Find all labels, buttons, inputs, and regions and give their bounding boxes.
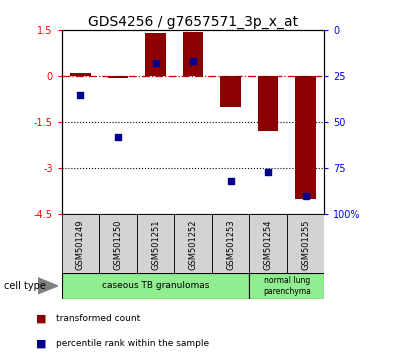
- Bar: [62, 214, 99, 274]
- Text: cell type: cell type: [4, 281, 46, 291]
- Bar: [174, 214, 212, 274]
- Bar: [220, 76, 241, 107]
- Text: transformed count: transformed count: [56, 314, 140, 323]
- Text: GSM501249: GSM501249: [76, 219, 85, 269]
- Bar: [107, 76, 128, 78]
- Text: ■: ■: [36, 338, 46, 348]
- Bar: [137, 214, 174, 274]
- Bar: [258, 76, 279, 131]
- Point: [265, 169, 271, 175]
- Text: percentile rank within the sample: percentile rank within the sample: [56, 339, 209, 348]
- Bar: [145, 33, 166, 76]
- Text: GSM501253: GSM501253: [226, 219, 235, 270]
- Bar: [70, 73, 91, 76]
- Text: caseous TB granulomas: caseous TB granulomas: [102, 281, 209, 290]
- Bar: [287, 214, 324, 274]
- Bar: [295, 76, 316, 199]
- Point: [152, 61, 159, 66]
- Bar: [62, 273, 249, 299]
- Bar: [249, 214, 287, 274]
- Title: GDS4256 / g7657571_3p_x_at: GDS4256 / g7657571_3p_x_at: [88, 15, 298, 29]
- Polygon shape: [38, 278, 58, 294]
- Bar: [183, 32, 203, 76]
- Text: GSM501251: GSM501251: [151, 219, 160, 269]
- Text: GSM501252: GSM501252: [189, 219, 197, 269]
- Text: normal lung
parenchyma: normal lung parenchyma: [263, 276, 311, 296]
- Point: [227, 178, 234, 184]
- Bar: [249, 273, 324, 299]
- Text: GSM501250: GSM501250: [113, 219, 123, 269]
- Text: ■: ■: [36, 314, 46, 324]
- Point: [302, 193, 309, 199]
- Point: [77, 92, 84, 97]
- Text: GSM501254: GSM501254: [263, 219, 273, 269]
- Point: [190, 58, 196, 64]
- Text: GSM501255: GSM501255: [301, 219, 310, 269]
- Bar: [212, 214, 249, 274]
- Bar: [99, 214, 137, 274]
- Point: [115, 134, 121, 140]
